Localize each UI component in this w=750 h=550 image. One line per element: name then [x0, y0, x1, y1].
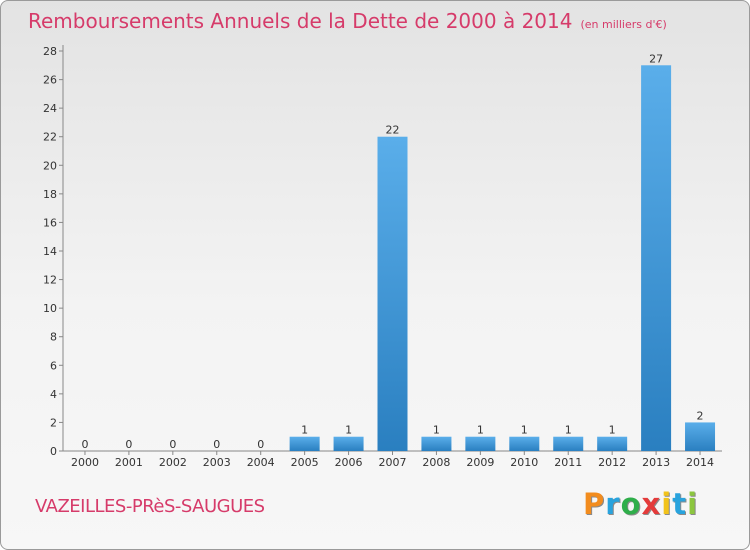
x-tick-label: 2011	[554, 456, 582, 469]
y-tick-label: 26	[43, 74, 57, 87]
data-label: 0	[169, 438, 176, 451]
commune-name: VAZEILLES-PRèS-SAUGUES	[35, 496, 265, 517]
bar	[465, 436, 496, 451]
logo-letter: r	[605, 487, 621, 521]
bar	[333, 436, 364, 451]
x-tick-label: 2003	[203, 456, 231, 469]
y-tick-label: 16	[43, 216, 57, 229]
logo-letter: t	[672, 487, 688, 521]
data-label: 1	[345, 424, 352, 437]
y-tick-label: 0	[50, 445, 57, 458]
x-tick-label: 2009	[466, 456, 494, 469]
chart-title: Remboursements Annuels de la Dette de 20…	[28, 9, 667, 33]
chart-subtitle: (en milliers d'€)	[580, 18, 667, 31]
bar	[597, 436, 628, 451]
x-tick-label: 2014	[686, 456, 714, 469]
x-tick-label: 2008	[422, 456, 450, 469]
x-tick-label: 2006	[335, 456, 363, 469]
data-label: 1	[301, 424, 308, 437]
data-label: 0	[81, 438, 88, 451]
bar	[377, 136, 408, 451]
bar	[685, 422, 716, 451]
bar	[421, 436, 452, 451]
logo-letter: o	[620, 487, 642, 521]
logo-letter: i	[661, 487, 673, 521]
y-tick-label: 4	[50, 388, 57, 401]
data-label: 22	[386, 124, 400, 137]
data-label: 1	[433, 424, 440, 437]
x-tick-label: 2005	[291, 456, 319, 469]
bar	[553, 436, 584, 451]
data-label: 1	[609, 424, 616, 437]
y-tick-label: 24	[43, 102, 57, 115]
data-label: 1	[521, 424, 528, 437]
logo-letter: x	[641, 487, 662, 521]
bar	[641, 65, 672, 452]
y-tick-label: 12	[43, 274, 57, 287]
bar	[509, 436, 540, 451]
y-tick-label: 18	[43, 188, 57, 201]
y-tick-label: 6	[50, 359, 57, 372]
y-tick-label: 20	[43, 159, 57, 172]
logo-letter: i	[687, 487, 699, 521]
y-tick-label: 2	[50, 416, 57, 429]
data-label: 27	[649, 52, 663, 65]
y-tick-label: 14	[43, 245, 57, 258]
y-tick-label: 10	[43, 302, 57, 315]
data-label: 1	[565, 424, 572, 437]
bar	[289, 436, 320, 451]
x-tick-label: 2013	[642, 456, 670, 469]
data-label: 1	[477, 424, 484, 437]
x-tick-label: 2001	[115, 456, 143, 469]
y-tick-label: 28	[43, 45, 57, 58]
data-label: 0	[125, 438, 132, 451]
proxiti-logo: Proxiti	[583, 487, 698, 521]
x-tick-label: 2002	[159, 456, 187, 469]
logo-letter: P	[583, 487, 606, 521]
y-tick-label: 8	[50, 331, 57, 344]
data-label: 0	[257, 438, 264, 451]
x-tick-label: 2010	[510, 456, 538, 469]
x-tick-label: 2000	[71, 456, 99, 469]
chart-title-text: Remboursements Annuels de la Dette de 20…	[28, 9, 573, 33]
y-tick-label: 22	[43, 131, 57, 144]
x-tick-label: 2007	[379, 456, 407, 469]
data-label: 0	[213, 438, 220, 451]
data-label: 2	[697, 409, 704, 422]
x-tick-label: 2012	[598, 456, 626, 469]
x-tick-label: 2004	[247, 456, 275, 469]
